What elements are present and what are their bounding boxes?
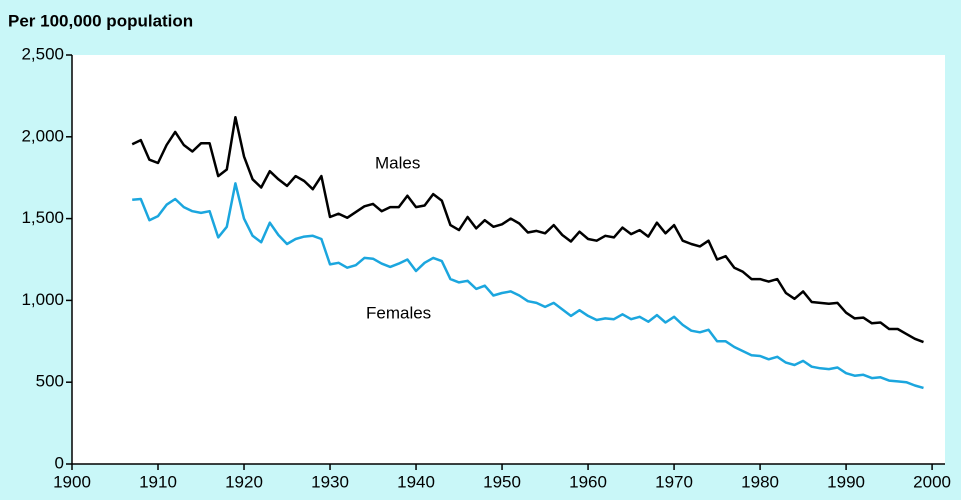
x-tick-label: 1950	[483, 472, 521, 491]
annotation: Males	[375, 153, 420, 172]
y-tick-label: 500	[36, 372, 64, 391]
x-tick-label: 2000	[913, 472, 951, 491]
x-tick-label: 1980	[741, 472, 779, 491]
y-tick-label: 2,500	[21, 44, 64, 63]
line-series	[131, 115, 924, 344]
x-tick-label: 1930	[311, 472, 349, 491]
y-tick-label: 1,500	[21, 208, 64, 227]
line-series	[132, 182, 924, 390]
x-tick-label: 1990	[827, 472, 865, 491]
x-tick-label: 1900	[53, 472, 91, 491]
y-tick-label: 2,000	[21, 126, 64, 145]
plot-area	[72, 55, 945, 464]
y-tick-label: 1,000	[21, 290, 64, 309]
x-tick-label: 1970	[655, 472, 693, 491]
x-tick-label: 1910	[139, 472, 177, 491]
x-tick-label: 1920	[225, 472, 263, 491]
x-tick-label: 1960	[569, 472, 607, 491]
annotation: Females	[366, 303, 431, 322]
y-axis-label: Per 100,000 population	[8, 11, 193, 30]
y-tick-label: 0	[55, 453, 64, 472]
x-tick-label: 1940	[397, 472, 435, 491]
